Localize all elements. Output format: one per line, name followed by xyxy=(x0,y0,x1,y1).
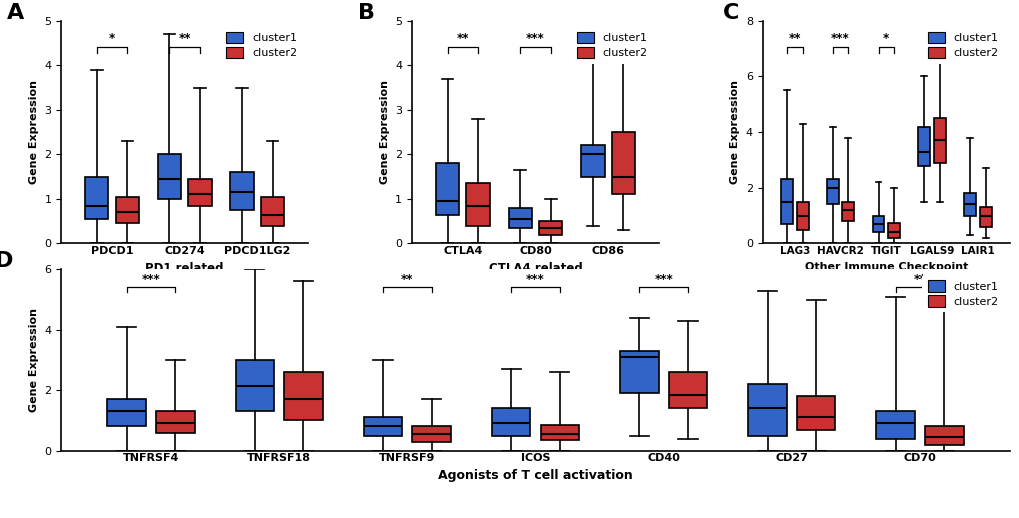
Text: ***: *** xyxy=(526,272,544,286)
PathPatch shape xyxy=(491,408,530,436)
PathPatch shape xyxy=(156,411,195,433)
PathPatch shape xyxy=(963,193,975,215)
PathPatch shape xyxy=(748,384,786,436)
Legend: cluster1, cluster2: cluster1, cluster2 xyxy=(571,26,653,64)
PathPatch shape xyxy=(668,372,706,408)
PathPatch shape xyxy=(86,177,108,219)
X-axis label: Agonists of T cell activation: Agonists of T cell activation xyxy=(438,469,632,482)
PathPatch shape xyxy=(875,411,914,439)
Text: ***: *** xyxy=(653,272,673,286)
PathPatch shape xyxy=(871,215,883,232)
Text: ***: *** xyxy=(598,32,616,45)
PathPatch shape xyxy=(581,146,604,177)
PathPatch shape xyxy=(364,418,401,436)
PathPatch shape xyxy=(107,399,146,426)
PathPatch shape xyxy=(781,179,792,224)
Y-axis label: Gene Expression: Gene Expression xyxy=(379,80,389,184)
Text: ***: *** xyxy=(142,272,160,286)
PathPatch shape xyxy=(235,360,274,411)
PathPatch shape xyxy=(826,179,838,205)
PathPatch shape xyxy=(115,197,139,223)
Y-axis label: Gene Expression: Gene Expression xyxy=(29,308,39,412)
Legend: cluster1, cluster2: cluster1, cluster2 xyxy=(921,275,1004,312)
Y-axis label: Gene Expression: Gene Expression xyxy=(730,80,740,184)
Text: *: * xyxy=(928,32,934,45)
PathPatch shape xyxy=(508,208,531,228)
Text: ***: *** xyxy=(248,32,267,45)
PathPatch shape xyxy=(158,154,181,199)
PathPatch shape xyxy=(435,163,459,214)
Text: *: * xyxy=(882,32,889,45)
Text: **: ** xyxy=(788,32,800,45)
Text: **: ** xyxy=(457,32,469,45)
PathPatch shape xyxy=(933,118,945,163)
PathPatch shape xyxy=(540,425,579,440)
Text: B: B xyxy=(358,3,374,23)
PathPatch shape xyxy=(412,426,450,441)
PathPatch shape xyxy=(466,183,489,226)
PathPatch shape xyxy=(189,179,211,206)
PathPatch shape xyxy=(284,372,322,421)
PathPatch shape xyxy=(261,197,284,226)
Y-axis label: Gene Expression: Gene Expression xyxy=(29,80,39,184)
Text: ***: *** xyxy=(967,32,986,45)
X-axis label: CTLA4 related: CTLA4 related xyxy=(488,262,582,275)
Text: A: A xyxy=(7,3,24,23)
X-axis label: PD1 related: PD1 related xyxy=(146,262,224,275)
PathPatch shape xyxy=(978,207,990,227)
PathPatch shape xyxy=(842,202,854,221)
PathPatch shape xyxy=(230,172,254,210)
Text: ***: *** xyxy=(526,32,544,45)
PathPatch shape xyxy=(620,351,658,393)
X-axis label: Other Immune Checkpoint: Other Immune Checkpoint xyxy=(804,262,967,272)
Text: **: ** xyxy=(913,272,925,286)
Text: *: * xyxy=(109,32,115,45)
PathPatch shape xyxy=(796,202,808,229)
Text: **: ** xyxy=(400,272,413,286)
PathPatch shape xyxy=(924,426,963,444)
Text: ***: *** xyxy=(830,32,849,45)
Text: C: C xyxy=(722,3,739,23)
PathPatch shape xyxy=(888,223,899,238)
Text: D: D xyxy=(0,251,13,271)
PathPatch shape xyxy=(917,126,929,165)
PathPatch shape xyxy=(539,221,561,235)
Legend: cluster1, cluster2: cluster1, cluster2 xyxy=(921,26,1004,64)
PathPatch shape xyxy=(796,396,835,429)
Text: **: ** xyxy=(178,32,191,45)
PathPatch shape xyxy=(611,132,635,194)
Legend: cluster1, cluster2: cluster1, cluster2 xyxy=(221,26,303,64)
